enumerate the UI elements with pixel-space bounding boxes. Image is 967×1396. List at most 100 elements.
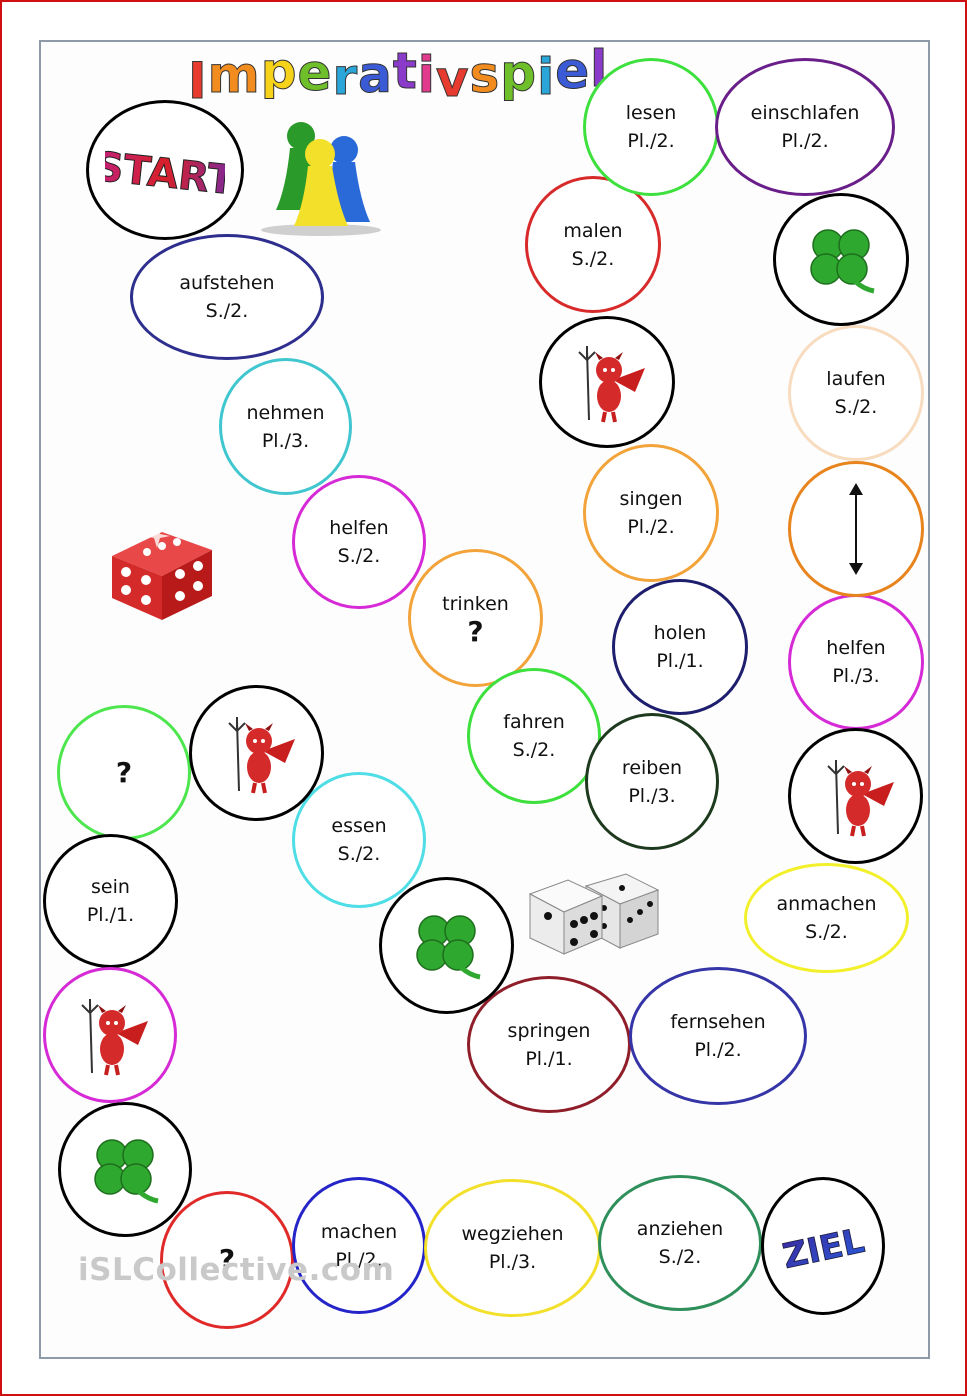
question-mark: ? bbox=[467, 615, 484, 648]
title-letter: r bbox=[332, 48, 359, 107]
double-arrow-icon bbox=[849, 483, 863, 575]
board-field-springen[interactable]: springen Pl./1. bbox=[467, 976, 631, 1113]
field-grammar: Pl./3. bbox=[628, 784, 676, 807]
field-grammar: Pl./2. bbox=[694, 1039, 742, 1061]
devil-field[interactable] bbox=[539, 316, 675, 448]
field-grammar: Pl./2. bbox=[627, 516, 675, 538]
board-field-malen[interactable]: malen S./2. bbox=[525, 176, 661, 313]
board-field-question-2[interactable]: ? bbox=[160, 1191, 294, 1329]
board-field-sein[interactable]: sein Pl./1. bbox=[43, 834, 178, 968]
clover-field[interactable] bbox=[58, 1102, 192, 1237]
clover-field[interactable] bbox=[379, 877, 514, 1014]
title-letter: i bbox=[417, 46, 436, 105]
board-field-question-1[interactable]: ? bbox=[57, 705, 191, 840]
field-grammar: S./2. bbox=[337, 843, 381, 865]
devil-icon bbox=[826, 760, 894, 837]
goal-field[interactable]: ZIEL bbox=[761, 1177, 885, 1315]
board-field-trinken[interactable]: trinken? bbox=[408, 549, 543, 687]
field-verb: sein bbox=[91, 876, 130, 898]
game-title: Imperativspiel bbox=[188, 40, 608, 134]
board-field-fahren[interactable]: fahren S./2. bbox=[467, 668, 601, 804]
field-verb: anziehen bbox=[636, 1218, 724, 1240]
red-die-icon bbox=[112, 524, 212, 620]
field-verb: malen bbox=[563, 219, 623, 242]
field-verb: essen bbox=[331, 815, 387, 837]
board-field-anmachen[interactable]: anmachen S./2. bbox=[744, 863, 909, 973]
field-grammar: Pl./3. bbox=[261, 429, 310, 452]
field-verb: springen bbox=[507, 1019, 591, 1042]
field-verb: lesen bbox=[625, 102, 677, 124]
board-field-reiben[interactable]: reiben Pl./3. bbox=[585, 713, 719, 850]
start-field[interactable]: START bbox=[86, 100, 244, 240]
field-verb: holen bbox=[653, 622, 707, 644]
clover-icon bbox=[810, 228, 875, 293]
clover-field[interactable] bbox=[773, 193, 909, 326]
field-grammar: S./2. bbox=[205, 300, 249, 322]
field-grammar: S./2. bbox=[834, 396, 878, 418]
field-grammar: Pl./2. bbox=[781, 130, 829, 152]
field-verb: singen bbox=[619, 488, 683, 510]
board-field-helfen-1[interactable]: helfen S./2. bbox=[292, 475, 426, 609]
board-field-singen[interactable]: singen Pl./2. bbox=[583, 444, 719, 582]
field-grammar: S./2. bbox=[805, 921, 848, 943]
devil-icon bbox=[227, 717, 295, 794]
field-verb: fernsehen bbox=[670, 1011, 766, 1033]
title-letter: s bbox=[469, 46, 501, 105]
title-letter: p bbox=[260, 42, 298, 101]
clover-icon bbox=[415, 914, 481, 979]
devil-field[interactable] bbox=[43, 967, 177, 1103]
field-verb: trinken bbox=[442, 593, 509, 615]
field-grammar: S./2. bbox=[571, 247, 615, 270]
board-field-nehmen[interactable]: nehmen Pl./3. bbox=[219, 358, 352, 495]
start-label: START bbox=[105, 143, 225, 204]
field-grammar: Pl./1. bbox=[86, 904, 135, 926]
field-grammar: Pl./3. bbox=[488, 1251, 537, 1273]
board-field-holen[interactable]: holen Pl./1. bbox=[612, 579, 748, 715]
svg-text:START: START bbox=[105, 144, 225, 204]
board-field-einschlafen[interactable]: einschlafen Pl./2. bbox=[715, 58, 895, 196]
board-field-machen[interactable]: machen Pl./2. bbox=[292, 1177, 426, 1314]
title-letter: m bbox=[207, 46, 261, 105]
title-letter: t bbox=[392, 42, 418, 101]
field-verb: aufstehen bbox=[179, 272, 275, 294]
board-field-fernsehen[interactable]: fernsehen Pl./2. bbox=[629, 967, 807, 1105]
field-verb: nehmen bbox=[246, 401, 325, 424]
title-letter: a bbox=[358, 46, 393, 105]
question-mark: ? bbox=[115, 755, 133, 789]
title-letter: p bbox=[500, 44, 538, 103]
dice-pair-icon bbox=[528, 873, 660, 955]
devil-icon bbox=[81, 999, 148, 1076]
field-grammar: Pl./3. bbox=[832, 665, 880, 687]
devil-field[interactable] bbox=[189, 685, 324, 821]
field-verb: anmachen bbox=[776, 893, 877, 915]
board-field-essen[interactable]: essen S./2. bbox=[292, 772, 426, 908]
devil-field[interactable] bbox=[788, 728, 923, 864]
title-letter: e bbox=[297, 44, 333, 103]
swap-field[interactable] bbox=[788, 461, 924, 597]
field-verb: machen bbox=[320, 1220, 398, 1243]
svg-text:ZIEL: ZIEL bbox=[779, 1221, 868, 1277]
title-letter: v bbox=[435, 50, 470, 109]
field-grammar: Pl./1. bbox=[525, 1047, 573, 1070]
board-field-anziehen[interactable]: anziehen S./2. bbox=[598, 1175, 762, 1311]
field-verb: reiben bbox=[621, 756, 683, 779]
clover-icon bbox=[94, 1138, 159, 1203]
field-verb: helfen bbox=[329, 517, 389, 539]
board-field-laufen[interactable]: laufen S./2. bbox=[788, 325, 924, 461]
title-letter: i bbox=[537, 48, 556, 107]
field-grammar: S./2. bbox=[658, 1246, 702, 1268]
board-field-lesen[interactable]: lesen Pl./2. bbox=[583, 58, 719, 196]
field-grammar: Pl./2. bbox=[335, 1248, 383, 1271]
field-verb: einschlafen bbox=[750, 102, 860, 124]
goal-label: ZIEL bbox=[779, 1220, 869, 1277]
board-field-aufstehen[interactable]: aufstehen S./2. bbox=[130, 234, 324, 360]
field-grammar: Pl./1. bbox=[656, 650, 704, 672]
field-grammar: Pl./2. bbox=[627, 130, 675, 152]
board-field-helfen-2[interactable]: helfen Pl./3. bbox=[788, 594, 924, 730]
devil-icon bbox=[578, 346, 645, 423]
field-verb: fahren bbox=[503, 711, 565, 733]
field-grammar: S./2. bbox=[512, 739, 556, 761]
board-field-wegziehen[interactable]: wegziehen Pl./3. bbox=[424, 1179, 601, 1317]
field-verb: laufen bbox=[826, 368, 886, 390]
